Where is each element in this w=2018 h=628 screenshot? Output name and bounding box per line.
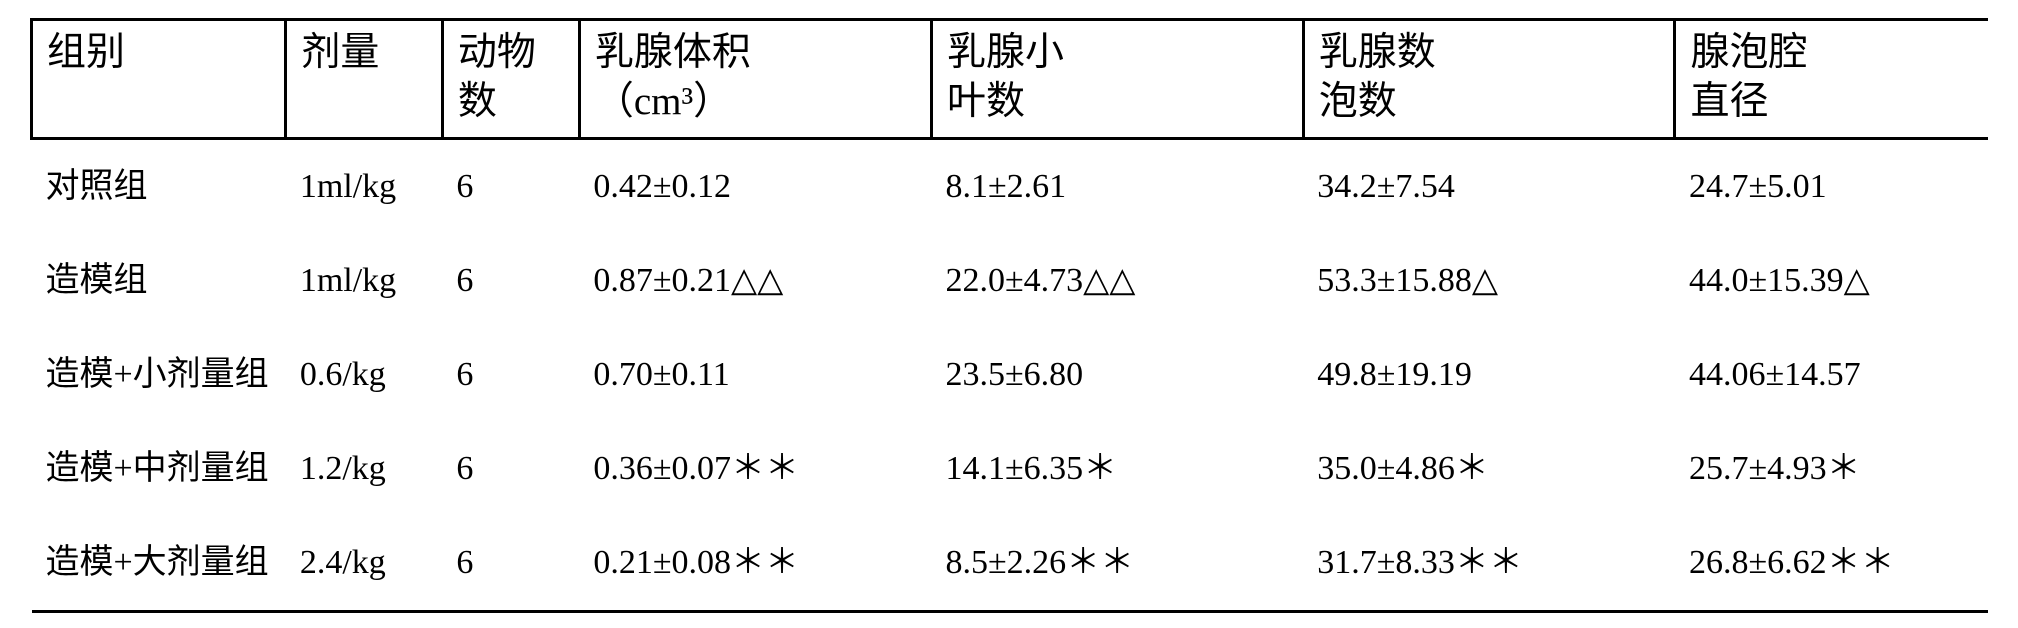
cell-vol: 0.21±0.08＊＊ — [579, 516, 931, 612]
cell-group: 造模组 — [32, 234, 286, 328]
cell-dose: 1.2/kg — [286, 422, 443, 516]
header-text: 腺泡腔 — [1690, 31, 1807, 74]
cell-diam: 26.8±6.62＊＊ — [1675, 516, 1988, 612]
cell-dose: 0.6/kg — [286, 328, 443, 422]
cell-dose: 2.4/kg — [286, 516, 443, 612]
header-lobule: 乳腺小 叶数 — [931, 20, 1303, 139]
table-row: 造模+中剂量组 1.2/kg 6 0.36±0.07＊＊ 14.1±6.35＊ … — [32, 422, 1989, 516]
header-text: 乳腺数 — [1319, 31, 1436, 74]
header-group: 组别 — [32, 20, 286, 139]
table-row: 造模+小剂量组 0.6/kg 6 0.70±0.11 23.5±6.80 49.… — [32, 328, 1989, 422]
table-container: 组别 剂量 动物 数 乳腺体积 （cm³） 乳腺小 叶数 — [0, 0, 2018, 628]
cell-group: 造模+小剂量组 — [32, 328, 286, 422]
header-animal-count: 动物 数 — [442, 20, 579, 139]
cell-n: 6 — [442, 328, 579, 422]
header-text: 乳腺体积 — [595, 31, 751, 74]
cell-diam: 25.7±4.93＊ — [1675, 422, 1988, 516]
cell-n: 6 — [442, 516, 579, 612]
cell-group: 造模+大剂量组 — [32, 516, 286, 612]
table-row: 造模组 1ml/kg 6 0.87±0.21△△ 22.0±4.73△△ 53.… — [32, 234, 1989, 328]
header-text: （cm³） — [595, 80, 732, 123]
cell-vol: 0.70±0.11 — [579, 328, 931, 422]
header-text: 乳腺小 — [947, 31, 1064, 74]
header-text: 数 — [458, 80, 497, 123]
data-table: 组别 剂量 动物 数 乳腺体积 （cm³） 乳腺小 叶数 — [30, 18, 1988, 613]
cell-dose: 1ml/kg — [286, 234, 443, 328]
header-text: 叶数 — [947, 80, 1025, 123]
cell-n: 6 — [442, 234, 579, 328]
table-row: 对照组 1ml/kg 6 0.42±0.12 8.1±2.61 34.2±7.5… — [32, 138, 1989, 234]
cell-lobule: 8.5±2.26＊＊ — [931, 516, 1303, 612]
header-text: 组别 — [47, 31, 125, 74]
cell-acini: 49.8±19.19 — [1303, 328, 1675, 422]
header-diameter: 腺泡腔 直径 — [1675, 20, 1988, 139]
cell-acini: 31.7±8.33＊＊ — [1303, 516, 1675, 612]
header-volume: 乳腺体积 （cm³） — [579, 20, 931, 139]
cell-lobule: 14.1±6.35＊ — [931, 422, 1303, 516]
cell-n: 6 — [442, 422, 579, 516]
cell-dose: 1ml/kg — [286, 138, 443, 234]
cell-lobule: 8.1±2.61 — [931, 138, 1303, 234]
header-dose: 剂量 — [286, 20, 443, 139]
header-text: 剂量 — [301, 31, 379, 74]
cell-vol: 0.87±0.21△△ — [579, 234, 931, 328]
header-text: 直径 — [1690, 80, 1768, 123]
cell-diam: 24.7±5.01 — [1675, 138, 1988, 234]
cell-group: 对照组 — [32, 138, 286, 234]
table-row: 造模+大剂量组 2.4/kg 6 0.21±0.08＊＊ 8.5±2.26＊＊ … — [32, 516, 1989, 612]
table-header-row: 组别 剂量 动物 数 乳腺体积 （cm³） 乳腺小 叶数 — [32, 20, 1989, 139]
cell-lobule: 22.0±4.73△△ — [931, 234, 1303, 328]
header-text: 动物 — [458, 31, 536, 74]
cell-diam: 44.0±15.39△ — [1675, 234, 1988, 328]
cell-n: 6 — [442, 138, 579, 234]
cell-vol: 0.36±0.07＊＊ — [579, 422, 931, 516]
cell-group: 造模+中剂量组 — [32, 422, 286, 516]
cell-diam: 44.06±14.57 — [1675, 328, 1988, 422]
cell-vol: 0.42±0.12 — [579, 138, 931, 234]
cell-acini: 35.0±4.86＊ — [1303, 422, 1675, 516]
header-acini: 乳腺数 泡数 — [1303, 20, 1675, 139]
cell-lobule: 23.5±6.80 — [931, 328, 1303, 422]
cell-acini: 53.3±15.88△ — [1303, 234, 1675, 328]
header-text: 泡数 — [1319, 80, 1397, 123]
cell-acini: 34.2±7.54 — [1303, 138, 1675, 234]
